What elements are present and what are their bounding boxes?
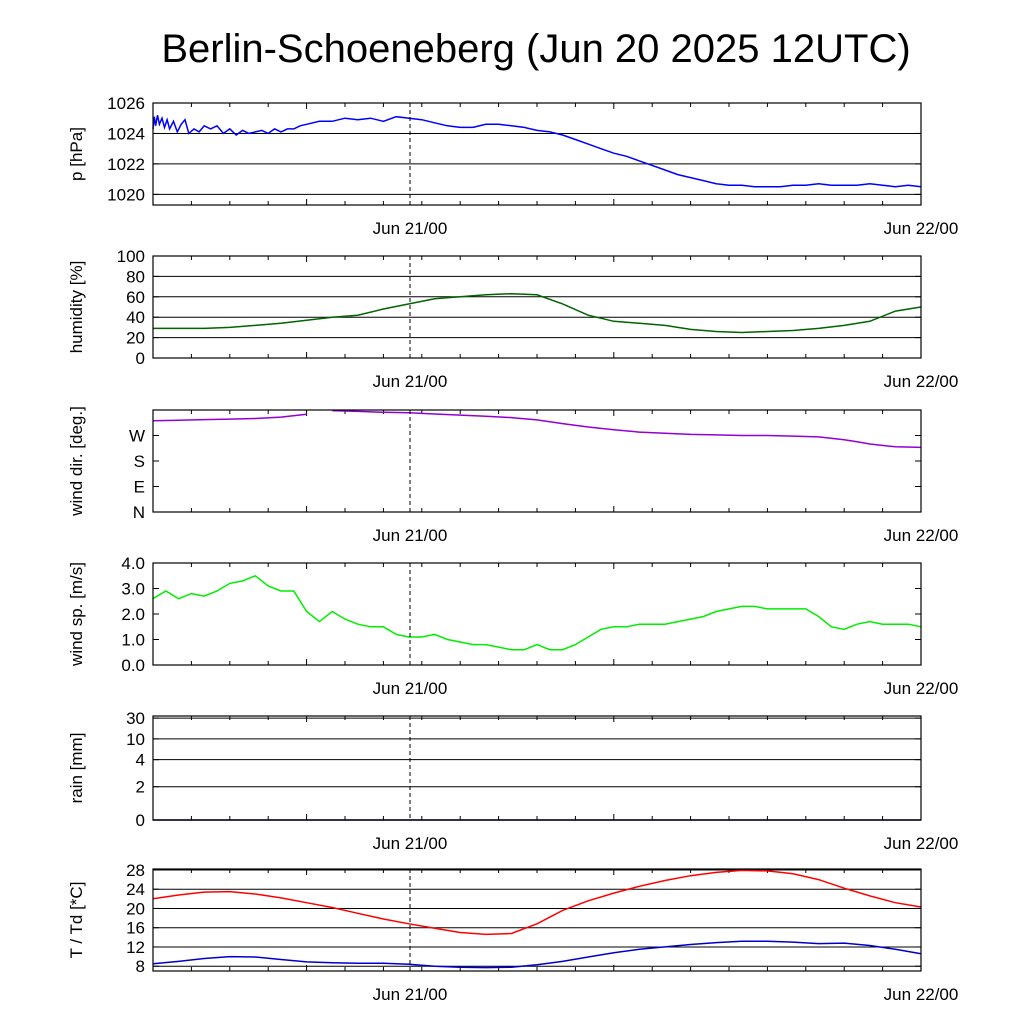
y-tick-label: 8 <box>136 957 145 976</box>
x-tick-label: Jun 21/00 <box>373 372 448 391</box>
series-line-0 <box>152 574 922 651</box>
y-tick-label: 30 <box>126 709 145 728</box>
y-tick-label: 2 <box>136 778 145 797</box>
y-tick-label: S <box>134 452 145 471</box>
panel-frame <box>152 102 922 206</box>
x-tick-label: Jun 21/00 <box>373 834 448 853</box>
y-tick-label: 24 <box>126 880 145 899</box>
y-tick-label: 1020 <box>107 185 145 204</box>
x-tick-label: Jun 22/00 <box>884 372 959 391</box>
y-tick-label: 4.0 <box>121 554 145 573</box>
y-tick-label: 80 <box>126 267 145 286</box>
y-tick-label: 28 <box>126 861 145 880</box>
y-tick-label: 4 <box>136 751 145 770</box>
y-tick-label: N <box>133 503 145 522</box>
y-tick-label: 40 <box>126 308 145 327</box>
y-tick-label: 1024 <box>107 124 145 143</box>
panel-frame <box>152 409 922 513</box>
series-line-0 <box>153 292 922 334</box>
panel-3: 0.0 1.0 2.0 3.0 4.0 Jun 21/00 Jun 22/00 wind sp… <box>67 554 958 698</box>
x-tick-label: Jun 21/00 <box>373 219 448 238</box>
y-tick-label: 1022 <box>107 155 145 174</box>
y-axis-label: wind sp. [m/s] <box>67 562 86 667</box>
y-tick-label: 20 <box>126 899 145 918</box>
y-tick-label: 0 <box>136 349 145 368</box>
y-tick-label: 3.0 <box>121 580 145 599</box>
panel-frame <box>152 868 922 972</box>
x-tick-label: Jun 22/00 <box>884 834 959 853</box>
series-line-0 <box>152 115 922 188</box>
series-line-0 <box>152 409 922 449</box>
x-tick-label: Jun 21/00 <box>373 679 448 698</box>
x-tick-label: Jun 21/00 <box>373 985 448 1004</box>
y-axis-label: p [hPa] <box>67 127 86 181</box>
y-tick-label: 16 <box>126 919 145 938</box>
y-tick-label: 20 <box>126 329 145 348</box>
x-tick-label: Jun 22/00 <box>884 219 959 238</box>
x-tick-label: Jun 22/00 <box>884 985 959 1004</box>
series-line-1 <box>152 940 922 969</box>
y-tick-label: 12 <box>126 938 145 957</box>
panel-frame <box>152 715 922 821</box>
chart-title: Berlin-Schoeneberg (Jun 20 2025 12UTC) <box>161 27 910 71</box>
y-tick-label: 60 <box>126 288 145 307</box>
y-tick-label: 2.0 <box>121 605 145 624</box>
y-axis-label: wind dir. [deg.] <box>67 406 86 517</box>
x-tick-label: Jun 21/00 <box>373 526 448 545</box>
y-tick-label: 1026 <box>107 94 145 113</box>
x-tick-label: Jun 22/00 <box>884 679 959 698</box>
panel-frame <box>152 255 922 359</box>
panel-4: 0 2 4 10 30 Jun 21/00 Jun 22/00 rain [mm] <box>67 709 958 853</box>
y-axis-label: rain [mm] <box>67 733 86 804</box>
x-tick-label: Jun 22/00 <box>884 526 959 545</box>
panel-0: 1020 1022 1024 1026 Jun 21/00 Jun 22/00 p [hPa… <box>67 94 958 238</box>
y-tick-label: 1.0 <box>121 631 145 650</box>
series-line-0 <box>152 869 922 936</box>
y-tick-label: 100 <box>117 247 145 266</box>
y-tick-label: E <box>134 478 145 497</box>
y-tick-label: 0 <box>136 811 145 830</box>
y-tick-label: 10 <box>126 730 145 749</box>
y-axis-label: T / Td [*C] <box>67 882 86 959</box>
y-tick-label: W <box>129 427 145 446</box>
y-axis-label: humidity [%] <box>67 261 86 354</box>
panel-frame <box>152 562 922 666</box>
y-tick-label: 0.0 <box>121 656 145 675</box>
